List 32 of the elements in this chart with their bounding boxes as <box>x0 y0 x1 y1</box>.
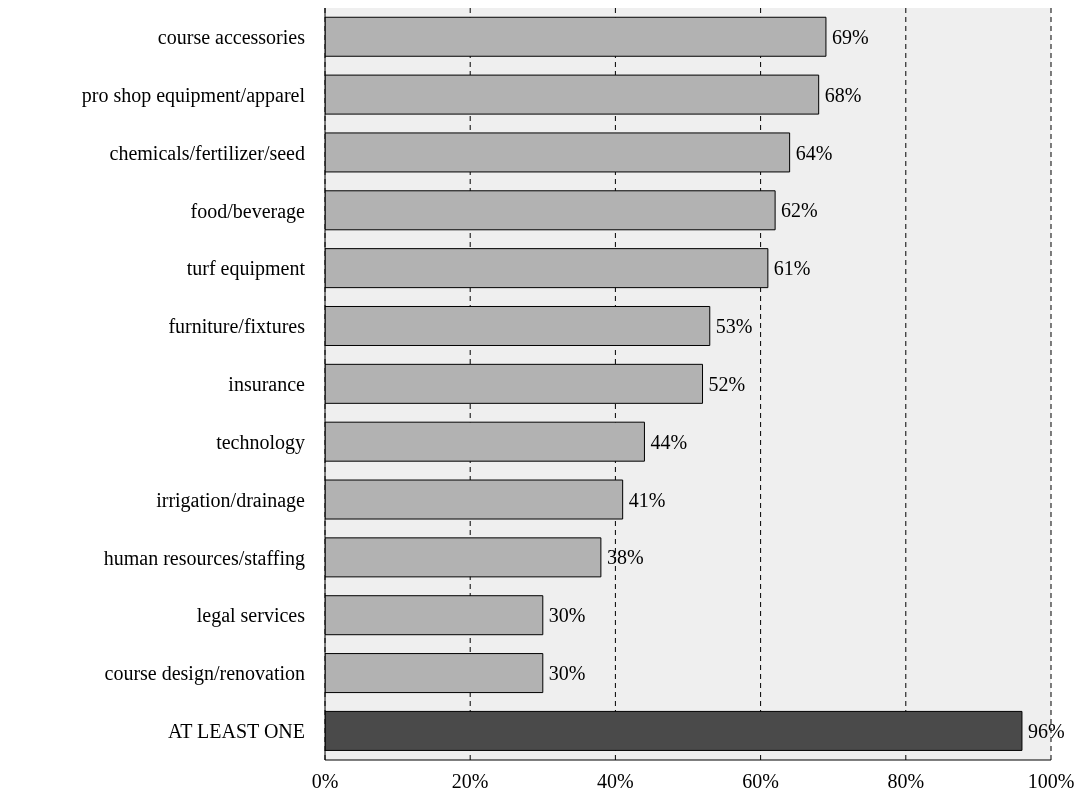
data-label: 52% <box>708 372 746 395</box>
y-tick-label: insurance <box>228 373 306 396</box>
y-tick-label: furniture/fixtures <box>168 315 306 338</box>
x-tick-label: 100% <box>1027 770 1075 793</box>
data-label: 44% <box>650 430 688 453</box>
x-tick-label: 20% <box>451 770 489 793</box>
y-tick-label: AT LEAST ONE <box>167 720 305 743</box>
data-label: 64% <box>795 141 833 164</box>
y-tick-label: technology <box>216 430 305 454</box>
y-tick-label: turf equipment <box>186 257 306 281</box>
x-tick-label: 80% <box>887 770 925 793</box>
x-tick-label: 0% <box>311 770 339 793</box>
y-tick-label: human resources/staffing <box>103 546 305 570</box>
data-label: 53% <box>715 315 753 338</box>
data-label: 30% <box>548 662 586 685</box>
y-tick-label: legal services <box>196 604 306 628</box>
y-tick-label: course design/renovation <box>104 662 305 686</box>
data-label: 68% <box>824 83 862 106</box>
data-label: 96% <box>1027 720 1065 743</box>
y-tick-label: chemicals/fertilizer/seed <box>109 141 305 164</box>
x-tick-label: 60% <box>742 770 779 793</box>
y-tick-label: pro shop equipment/apparel <box>81 83 306 107</box>
y-tick-label: irrigation/drainage <box>156 488 306 512</box>
data-label: 38% <box>606 546 644 569</box>
y-tick-label: course accessories <box>157 26 306 49</box>
data-label: 62% <box>781 199 818 222</box>
data-label: 30% <box>548 604 586 627</box>
data-label: 69% <box>831 25 869 48</box>
x-tick-label: 40% <box>597 770 634 793</box>
data-label: 61% <box>773 257 811 280</box>
data-label: 41% <box>628 488 666 511</box>
y-tick-label: food/beverage <box>190 199 306 223</box>
